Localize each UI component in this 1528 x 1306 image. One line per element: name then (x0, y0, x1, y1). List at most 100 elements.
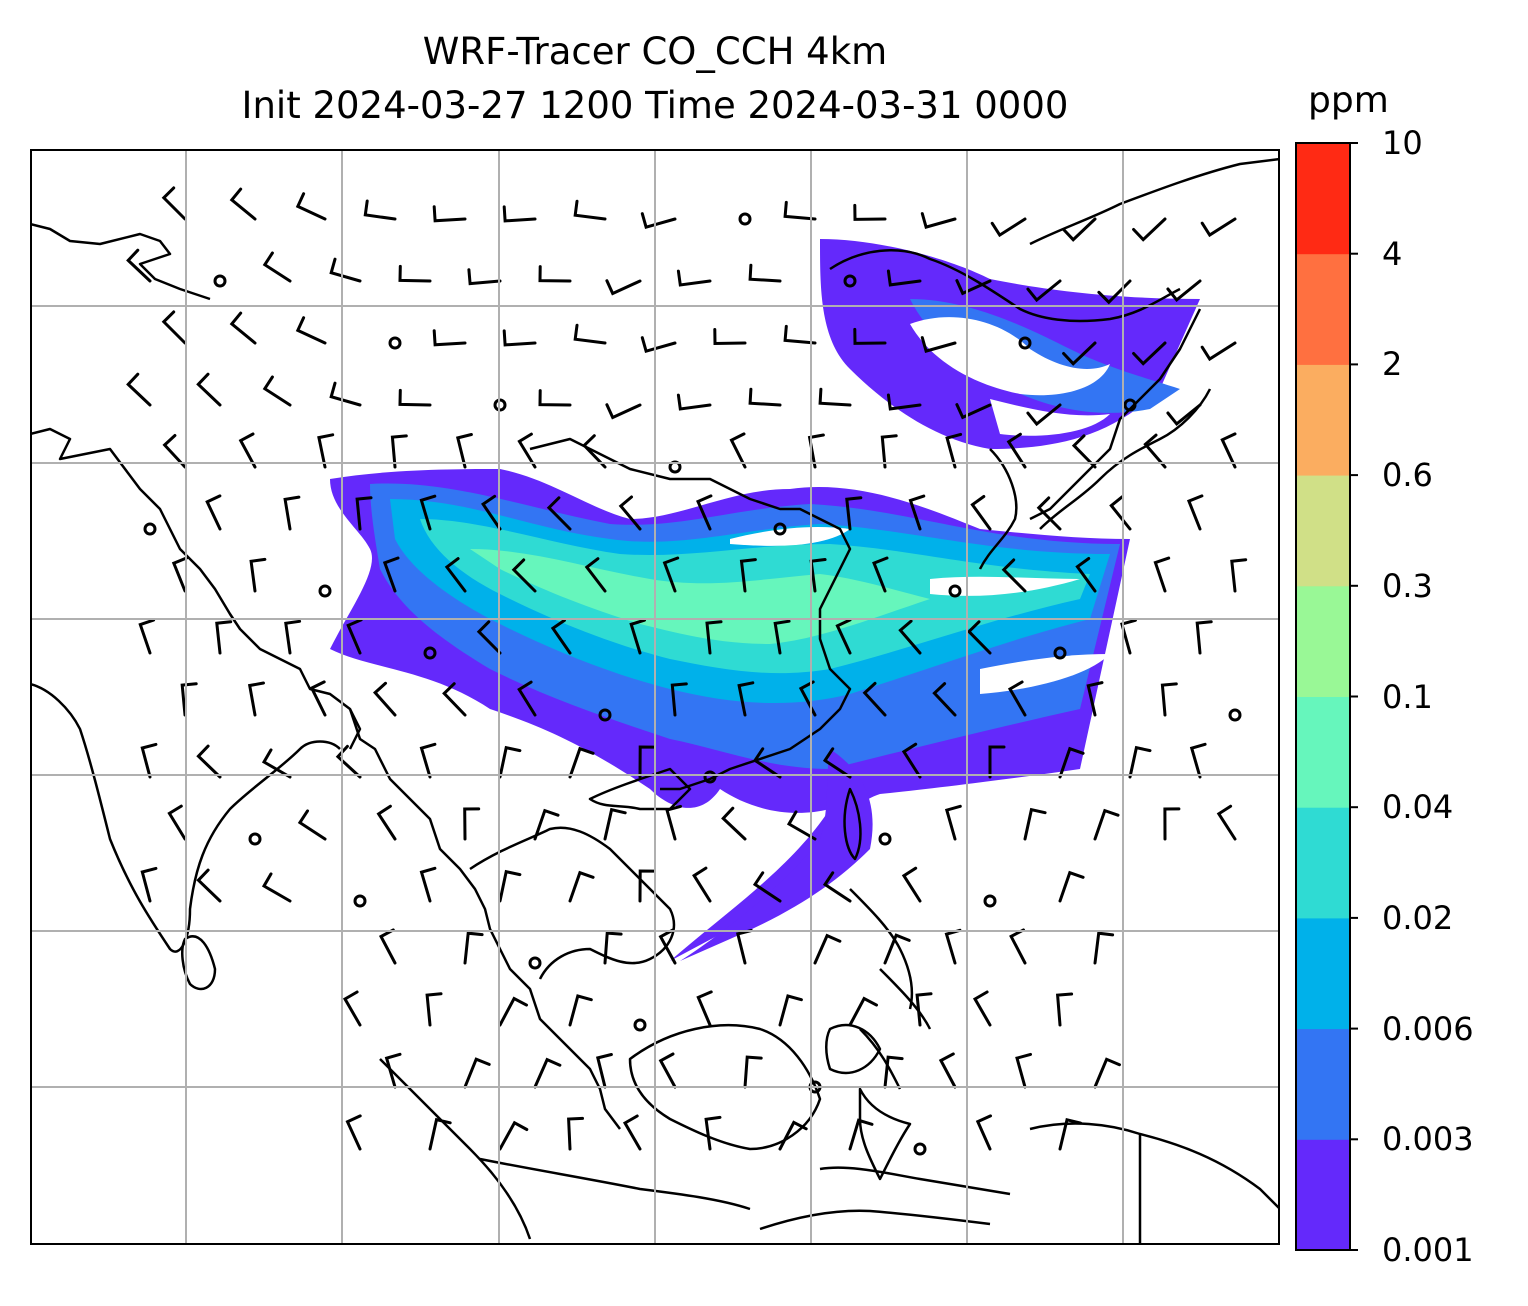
calm-wind-circle (318, 584, 332, 598)
wind-barb (376, 804, 397, 841)
wind-barb (345, 1114, 362, 1151)
wind-barb (196, 744, 222, 779)
wind-barb (773, 619, 791, 655)
calm-wind-circle (1123, 398, 1137, 412)
calm-wind-circle (213, 274, 227, 288)
wind-barb (783, 324, 817, 345)
calm-wind-circle (983, 894, 997, 908)
tracer-contour (470, 549, 930, 644)
coastline-segment (825, 1023, 882, 1075)
wind-barb (1007, 680, 1027, 717)
wind-barb (126, 372, 152, 407)
wind-barb (455, 433, 473, 469)
wind-barb (573, 199, 607, 221)
wind-barb (317, 433, 335, 469)
tracer-contour (680, 749, 873, 961)
coastline-segment (529, 437, 852, 791)
wind-barb (883, 933, 911, 965)
coastline-segment (1039, 388, 1212, 530)
wind-barb (696, 494, 713, 531)
wind-barb (676, 393, 712, 411)
wind-barb (196, 868, 222, 903)
wind-barb (1200, 341, 1237, 362)
wind-barb (990, 217, 1027, 238)
calm-wind-circle (423, 646, 437, 660)
wind-barb (550, 618, 572, 655)
colorbar-tick-label: 2 (1382, 345, 1403, 384)
coastline-segment (1029, 157, 1280, 246)
wind-barb (546, 496, 572, 531)
wind-barb (161, 310, 187, 345)
wind-barb (1086, 681, 1104, 717)
wind-barb (1120, 618, 1137, 655)
wind-barb (249, 557, 267, 593)
coastline-segment (479, 1157, 751, 1211)
wind-barb (898, 619, 922, 655)
wind-barb (1189, 742, 1207, 779)
wind-barb (398, 388, 432, 407)
wind-barb (533, 808, 560, 841)
wind-barb (1075, 557, 1097, 593)
wind-barb (676, 269, 712, 287)
wind-barb (1023, 807, 1047, 841)
wind-barb (1058, 1117, 1083, 1151)
wind-barb (419, 494, 437, 531)
wind-barb (538, 265, 572, 283)
wind-barb (955, 403, 992, 420)
coastline-segment (469, 826, 676, 980)
wind-barb (1132, 217, 1167, 242)
tracer-gap (730, 527, 850, 546)
wind-barb (1153, 556, 1171, 593)
calm-wind-circle (248, 832, 262, 846)
wind-barb (284, 619, 302, 655)
wind-barb (807, 433, 825, 469)
wind-barb (872, 556, 889, 593)
wind-barb (1062, 341, 1097, 366)
wind-barb (862, 681, 887, 717)
wind-barb (845, 496, 863, 531)
wind-barb (309, 680, 327, 717)
wind-barb (1143, 433, 1167, 469)
wind-barb (1132, 341, 1167, 366)
wind-barb (739, 558, 757, 593)
wind-barb (498, 996, 528, 1027)
wind-barb (390, 434, 408, 469)
calm-wind-circle (1053, 646, 1067, 660)
wind-barb (670, 682, 688, 717)
wind-barb (467, 268, 502, 286)
wind-barb (883, 1055, 904, 1089)
wind-barb (920, 212, 957, 229)
wind-barb (538, 389, 572, 407)
wind-barb (1186, 494, 1204, 531)
map-frame (30, 149, 1280, 1245)
coastline-segment (30, 427, 362, 750)
wind-barb (238, 432, 257, 469)
coastline-segment (348, 708, 621, 1130)
wind-barb (432, 205, 467, 223)
wind-barb (638, 745, 656, 779)
wind-barb (498, 745, 522, 779)
wind-barb (444, 557, 467, 593)
wind-barb (573, 323, 607, 345)
wind-barb (1128, 745, 1152, 779)
wind-barb (533, 1057, 562, 1089)
wind-barb (584, 557, 607, 593)
wind-barb (938, 1052, 957, 1089)
coastline-segment (849, 888, 932, 1090)
wind-barb (752, 871, 782, 903)
colorbar-segment (1296, 807, 1350, 919)
wind-barb (944, 804, 962, 841)
wind-barb (704, 1115, 722, 1151)
colorbar-segment (1296, 1139, 1350, 1251)
wind-barb (640, 336, 677, 354)
wind-barb (355, 496, 373, 531)
wind-barb (1195, 620, 1213, 655)
wind-barb (1058, 870, 1085, 903)
wind-barb (215, 620, 233, 655)
wind-barb (481, 494, 502, 531)
wind-barb (229, 187, 257, 221)
coastline-segment (978, 448, 1018, 570)
colorbar-tick-label: 0.04 (1382, 788, 1454, 827)
wind-barb (886, 269, 922, 287)
wind-barb (502, 329, 537, 347)
